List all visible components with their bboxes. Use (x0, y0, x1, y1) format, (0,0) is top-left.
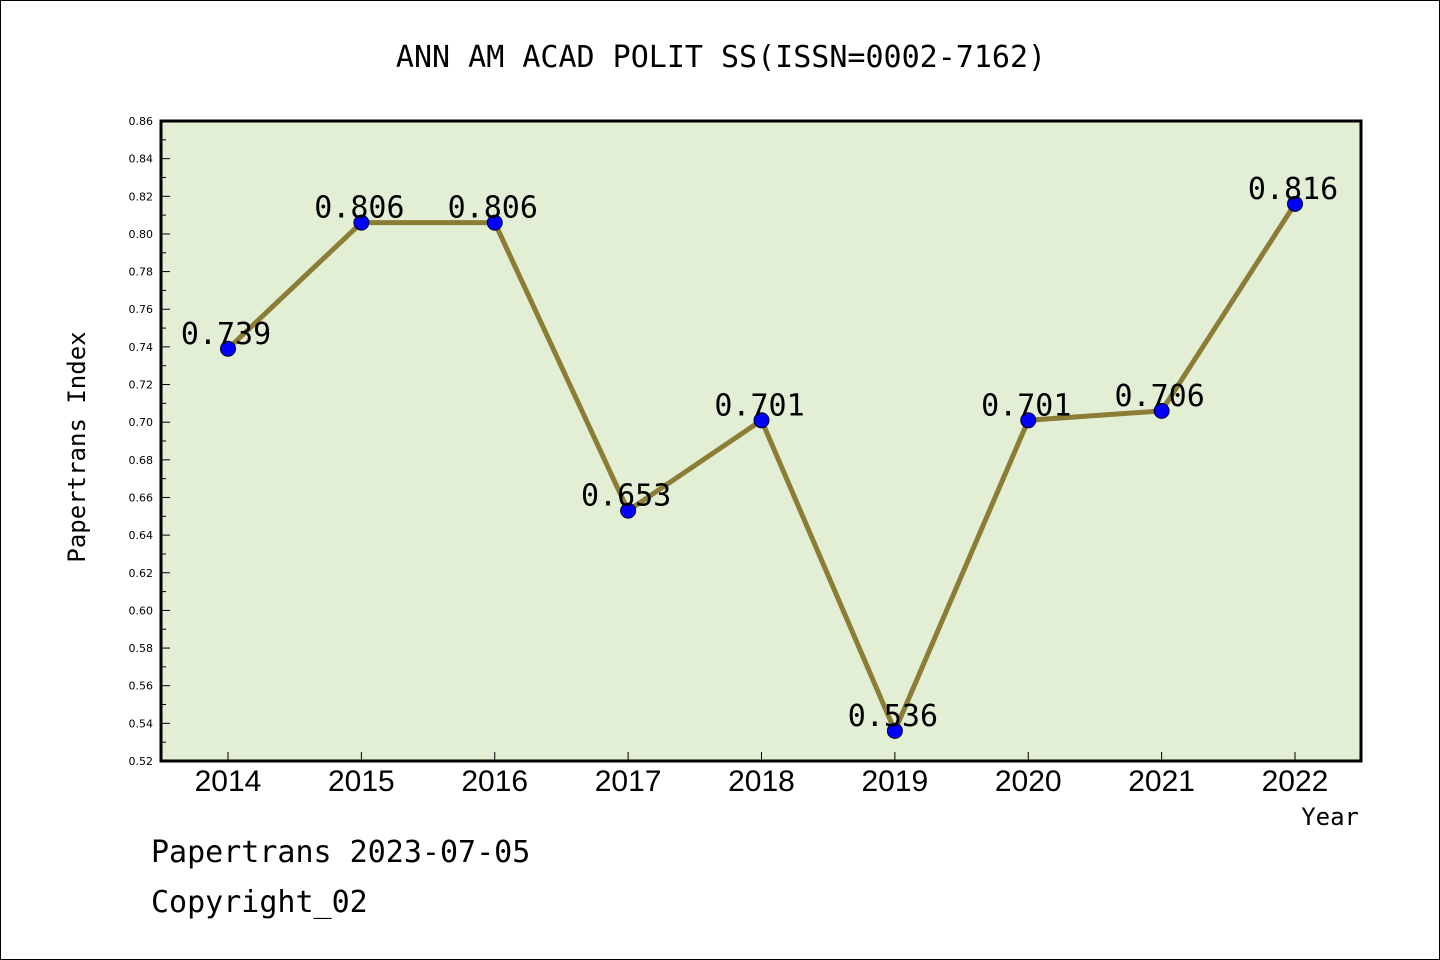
data-point (1020, 412, 1037, 429)
y-tick-label: 0.68 (129, 454, 154, 467)
data-point (353, 214, 370, 231)
x-tick-label: 2021 (1128, 765, 1195, 798)
footer-copyright: Copyright_02 (151, 885, 368, 920)
data-point (886, 722, 903, 739)
x-tick-label: 2020 (995, 765, 1062, 798)
data-point (486, 214, 503, 231)
y-tick-label: 0.66 (129, 491, 154, 504)
y-tick-label: 0.72 (129, 379, 154, 392)
y-axis-label: Papertrans Index (63, 331, 91, 562)
y-axis: 0.52 0.54 0.56 0.58 0.60 0.62 0.64 0.66 0.68 0.70… (129, 115, 170, 768)
y-tick-label: 0.56 (129, 680, 154, 693)
y-tick-label: 0.76 (129, 303, 154, 316)
data-label: 0.701 (981, 388, 1071, 423)
data-labels: 0.739 0.806 0.806 0.653 0.701 0.536 0.701 0.706… (181, 172, 1338, 734)
y-tick-label: 0.52 (129, 755, 154, 768)
data-label: 0.653 (581, 479, 671, 514)
x-tick-label: 2015 (328, 765, 395, 798)
data-point (1287, 195, 1303, 212)
series (220, 195, 1303, 739)
y-tick-label: 0.64 (129, 529, 154, 542)
data-label: 0.536 (848, 699, 938, 734)
data-label: 0.806 (314, 191, 404, 226)
x-tick-label: 2022 (1262, 765, 1329, 798)
y-tick-label: 0.54 (129, 717, 154, 730)
y-tick-label: 0.80 (129, 228, 154, 241)
data-label: 0.806 (448, 191, 538, 226)
data-point (220, 340, 236, 357)
x-tick-label: 2014 (195, 765, 262, 798)
x-axis: 2014 2015 2016 2017 2018 2019 2020 2021 2022 (195, 752, 1329, 798)
y-tick-label: 0.62 (129, 567, 154, 580)
y-tick-label: 0.74 (129, 341, 154, 354)
data-label: 0.816 (1248, 172, 1338, 207)
y-tick-label: 0.70 (129, 416, 154, 429)
y-tick-label: 0.60 (129, 604, 154, 617)
x-tick-label: 2019 (862, 765, 929, 798)
chart-title: ANN AM ACAD POLIT SS(ISSN=0002-7162) (396, 40, 1046, 75)
data-label: 0.701 (714, 388, 804, 423)
data-point (1153, 402, 1170, 419)
y-tick-label: 0.78 (129, 266, 154, 279)
y-tick-label: 0.82 (129, 190, 154, 203)
data-point (753, 412, 770, 429)
y-tick-label: 0.86 (129, 115, 154, 128)
data-label: 0.706 (1114, 379, 1204, 414)
y-tick-label: 0.84 (129, 153, 154, 166)
x-tick-label: 2018 (728, 765, 795, 798)
y-tick-label: 0.58 (129, 642, 154, 655)
x-axis-label: Year (1301, 803, 1359, 831)
data-label: 0.739 (181, 317, 271, 352)
data-point (620, 502, 637, 519)
footer-date: Papertrans 2023-07-05 (151, 835, 531, 870)
x-tick-label: 2016 (461, 765, 528, 798)
x-tick-label: 2017 (595, 765, 662, 798)
